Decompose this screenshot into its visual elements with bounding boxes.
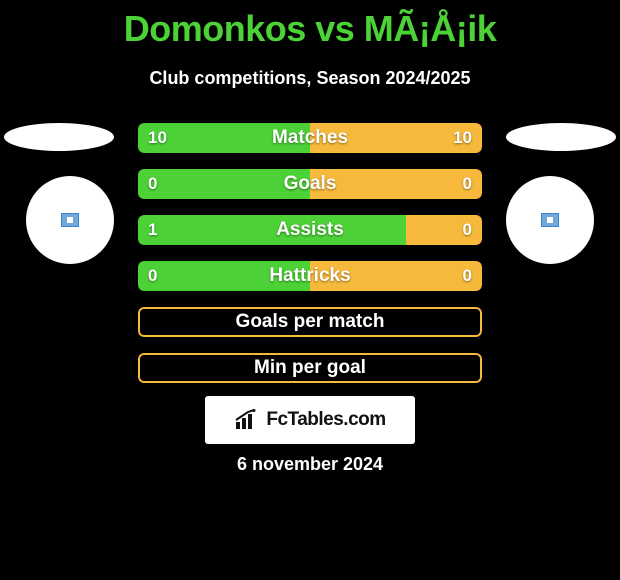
stat-value-right: 0 <box>463 215 472 245</box>
player-right-crest <box>506 176 594 264</box>
stat-label: Goals per match <box>138 307 482 337</box>
crest-placeholder-icon <box>541 213 559 227</box>
stat-label: Matches <box>138 123 482 153</box>
stat-value-left: 1 <box>148 215 157 245</box>
page-title: Domonkos vs MÃ¡Å¡ik <box>0 0 620 50</box>
footer-logo[interactable]: FcTables.com <box>205 396 415 444</box>
player-left-crest <box>26 176 114 264</box>
crest-placeholder-icon <box>61 213 79 227</box>
stat-label: Min per goal <box>138 353 482 383</box>
stat-value-right: 0 <box>463 169 472 199</box>
stat-value-left: 10 <box>148 123 167 153</box>
stat-row: Matches10 10 <box>138 123 482 153</box>
player-right-badge <box>506 123 616 151</box>
page-subtitle: Club competitions, Season 2024/2025 <box>0 68 620 89</box>
stat-row: Goals0 0 <box>138 169 482 199</box>
chart-icon <box>234 409 260 431</box>
stat-value-right: 10 <box>453 123 472 153</box>
stat-row: Goals per match <box>138 307 482 337</box>
player-left-badge <box>4 123 114 151</box>
stat-row: Min per goal <box>138 353 482 383</box>
page-date: 6 november 2024 <box>0 454 620 475</box>
stat-row: Hattricks0 0 <box>138 261 482 291</box>
footer-logo-text: FcTables.com <box>266 409 385 431</box>
stat-value-right: 0 <box>463 261 472 291</box>
stat-value-left: 0 <box>148 169 157 199</box>
stat-label: Hattricks <box>138 261 482 291</box>
stat-label: Assists <box>138 215 482 245</box>
stat-value-left: 0 <box>148 261 157 291</box>
stat-label: Goals <box>138 169 482 199</box>
stats-container: Matches1010Goals00Assists10Hattricks00Go… <box>138 123 482 399</box>
stat-row: Assists1 0 <box>138 215 482 245</box>
